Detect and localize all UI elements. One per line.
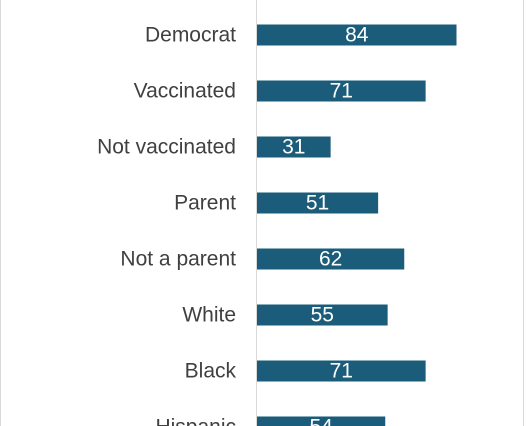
category-label-not-vaccinated: Not vaccinated	[97, 136, 236, 159]
category-label-hispanic: Hispanic	[155, 416, 236, 426]
data-label-black: 71	[330, 360, 353, 383]
category-label-parent: Parent	[174, 192, 236, 215]
data-label-white: 55	[311, 304, 334, 327]
bar-hispanic	[257, 416, 386, 426]
data-label-hispanic: 54	[309, 416, 333, 426]
data-label-not-vaccinated: 31	[282, 136, 305, 159]
category-label-vaccinated: Vaccinated	[134, 80, 236, 103]
bar-white	[257, 304, 388, 326]
category-label-black: Black	[185, 360, 237, 383]
bar-democrat	[257, 24, 457, 46]
category-label-not-a-parent: Not a parent	[120, 248, 236, 271]
data-label-parent: 51	[306, 192, 329, 215]
category-label-democrat: Democrat	[145, 24, 236, 47]
bars-group: Democrat 84 Vaccinated 71 Not vaccinated 31 Pa…	[97, 24, 457, 426]
bar-parent	[257, 192, 379, 214]
bar-not-vaccinated	[257, 136, 331, 158]
category-label-white: White	[182, 304, 236, 327]
data-label-not-a-parent: 62	[319, 248, 342, 271]
bar-black	[257, 360, 426, 382]
data-label-democrat: 84	[345, 24, 369, 47]
bar-not-a-parent	[257, 248, 405, 270]
bar-vaccinated	[257, 80, 426, 102]
data-label-vaccinated: 71	[330, 80, 353, 103]
